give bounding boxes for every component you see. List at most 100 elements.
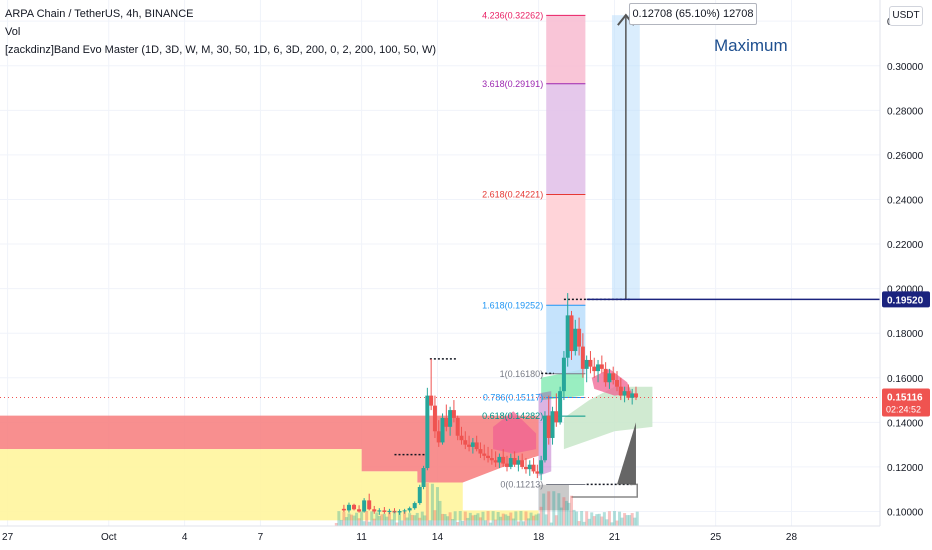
fib-level-label: 3.618(0.29191) bbox=[482, 79, 543, 89]
candle-body bbox=[546, 415, 551, 438]
volume-bar bbox=[428, 520, 432, 526]
candle-body bbox=[440, 417, 445, 443]
candle-body bbox=[362, 500, 367, 512]
candle-body bbox=[603, 368, 608, 383]
volume-bar bbox=[554, 515, 558, 526]
volume-bar bbox=[441, 513, 445, 526]
candle-body bbox=[535, 471, 540, 474]
candle-body bbox=[577, 328, 582, 347]
maximum-annotation-label: Maximum bbox=[714, 36, 788, 55]
x-tick-label: 7 bbox=[258, 532, 264, 543]
volume-bar bbox=[423, 515, 427, 526]
volume-bar bbox=[453, 511, 457, 526]
volume-bar bbox=[443, 514, 447, 526]
volume-bar bbox=[433, 510, 437, 526]
volume-bar bbox=[377, 515, 381, 526]
volume-bar bbox=[420, 511, 424, 526]
fib-level-label: 1(0.16180) bbox=[500, 369, 544, 379]
fib-zone bbox=[546, 15, 586, 84]
candle-body bbox=[630, 393, 635, 398]
volume-indicator-label[interactable]: Vol bbox=[5, 26, 21, 38]
fib-level-label: 1.618(0.19252) bbox=[482, 300, 543, 310]
volume-bar bbox=[466, 517, 470, 526]
y-tick-label: 0.28000 bbox=[887, 106, 924, 117]
candle-body bbox=[432, 405, 437, 432]
volume-bar bbox=[569, 495, 573, 526]
volume-bar bbox=[549, 522, 553, 526]
volume-bar bbox=[446, 516, 450, 526]
fib-level-label: 2.618(0.24221) bbox=[482, 190, 543, 200]
volume-bar bbox=[577, 521, 581, 526]
volume-bar bbox=[395, 522, 399, 526]
x-tick-label: 28 bbox=[786, 532, 798, 543]
x-tick-label: Oct bbox=[101, 532, 117, 543]
volume-bar bbox=[382, 513, 386, 526]
y-tick-label: 0.18000 bbox=[887, 329, 924, 340]
candle-body bbox=[565, 315, 570, 358]
volume-bar bbox=[491, 511, 495, 526]
volume-bar bbox=[516, 521, 520, 526]
candle-body bbox=[622, 391, 627, 396]
bar-countdown-label: 02:24:52 bbox=[886, 404, 921, 414]
candle-body bbox=[402, 510, 407, 512]
volume-bar bbox=[352, 515, 356, 526]
volume-bar bbox=[559, 507, 563, 526]
volume-bar bbox=[532, 515, 536, 526]
x-tick-label: 18 bbox=[533, 532, 545, 543]
volume-bar bbox=[600, 516, 604, 526]
volume-bar bbox=[595, 514, 599, 526]
volume-bar bbox=[585, 511, 589, 526]
volume-bar bbox=[334, 523, 338, 526]
x-tick-label: 21 bbox=[609, 532, 621, 543]
candle-body bbox=[486, 455, 491, 459]
volume-bar bbox=[471, 515, 475, 526]
volume-bar bbox=[392, 511, 396, 526]
volume-bar bbox=[511, 518, 515, 526]
band-indicator-label[interactable]: [zackdinz]Band Evo Master (1D, 3D, W, M,… bbox=[5, 44, 437, 56]
fib-zone bbox=[546, 194, 586, 306]
fib-level-label: 0.618(0.14282) bbox=[482, 411, 543, 421]
y-tick-label: 0.12000 bbox=[887, 463, 924, 474]
fib-zone bbox=[546, 83, 586, 195]
volume-bar bbox=[630, 513, 634, 526]
volume-bar bbox=[534, 514, 538, 526]
volume-bar bbox=[425, 483, 429, 526]
candle-body bbox=[482, 453, 487, 456]
volume-bar bbox=[504, 514, 508, 526]
volume-bar bbox=[476, 513, 480, 526]
volume-bar bbox=[602, 512, 606, 526]
volume-bar bbox=[633, 517, 637, 526]
volume-bar bbox=[628, 515, 632, 526]
volume-bar bbox=[448, 512, 452, 526]
candle-body bbox=[508, 458, 513, 467]
price-axis-background bbox=[880, 0, 932, 550]
candle-body bbox=[417, 486, 422, 504]
volume-bar bbox=[618, 511, 622, 526]
maximum-measure-readout: 0.12708 (65.10%) 12708 bbox=[629, 3, 757, 25]
candle-body bbox=[397, 511, 402, 513]
volume-bar bbox=[375, 512, 379, 526]
last-price-label: 0.15116 bbox=[887, 392, 923, 403]
candle-body bbox=[607, 373, 612, 383]
volume-bar bbox=[529, 512, 533, 526]
candle-body bbox=[489, 458, 494, 461]
connector-line bbox=[571, 483, 638, 498]
candle-body bbox=[392, 510, 397, 513]
volume-bar bbox=[587, 518, 591, 526]
symbol-title: ARPA Chain / TetherUS, 4h, BINANCE bbox=[5, 8, 194, 20]
y-tick-label: 0.22000 bbox=[887, 240, 924, 251]
volume-bar bbox=[365, 511, 369, 526]
currency-unit-button[interactable]: USDT bbox=[889, 6, 923, 26]
volume-bar bbox=[390, 519, 394, 526]
volume-bar bbox=[610, 522, 614, 526]
candle-body bbox=[561, 357, 566, 392]
volume-bar bbox=[605, 519, 609, 526]
volume-bar bbox=[458, 511, 462, 526]
volume-bar bbox=[592, 516, 596, 526]
volume-bar bbox=[380, 514, 384, 526]
volume-bar bbox=[342, 511, 346, 526]
last-price-badge bbox=[882, 388, 930, 417]
volume-bar bbox=[410, 514, 414, 526]
